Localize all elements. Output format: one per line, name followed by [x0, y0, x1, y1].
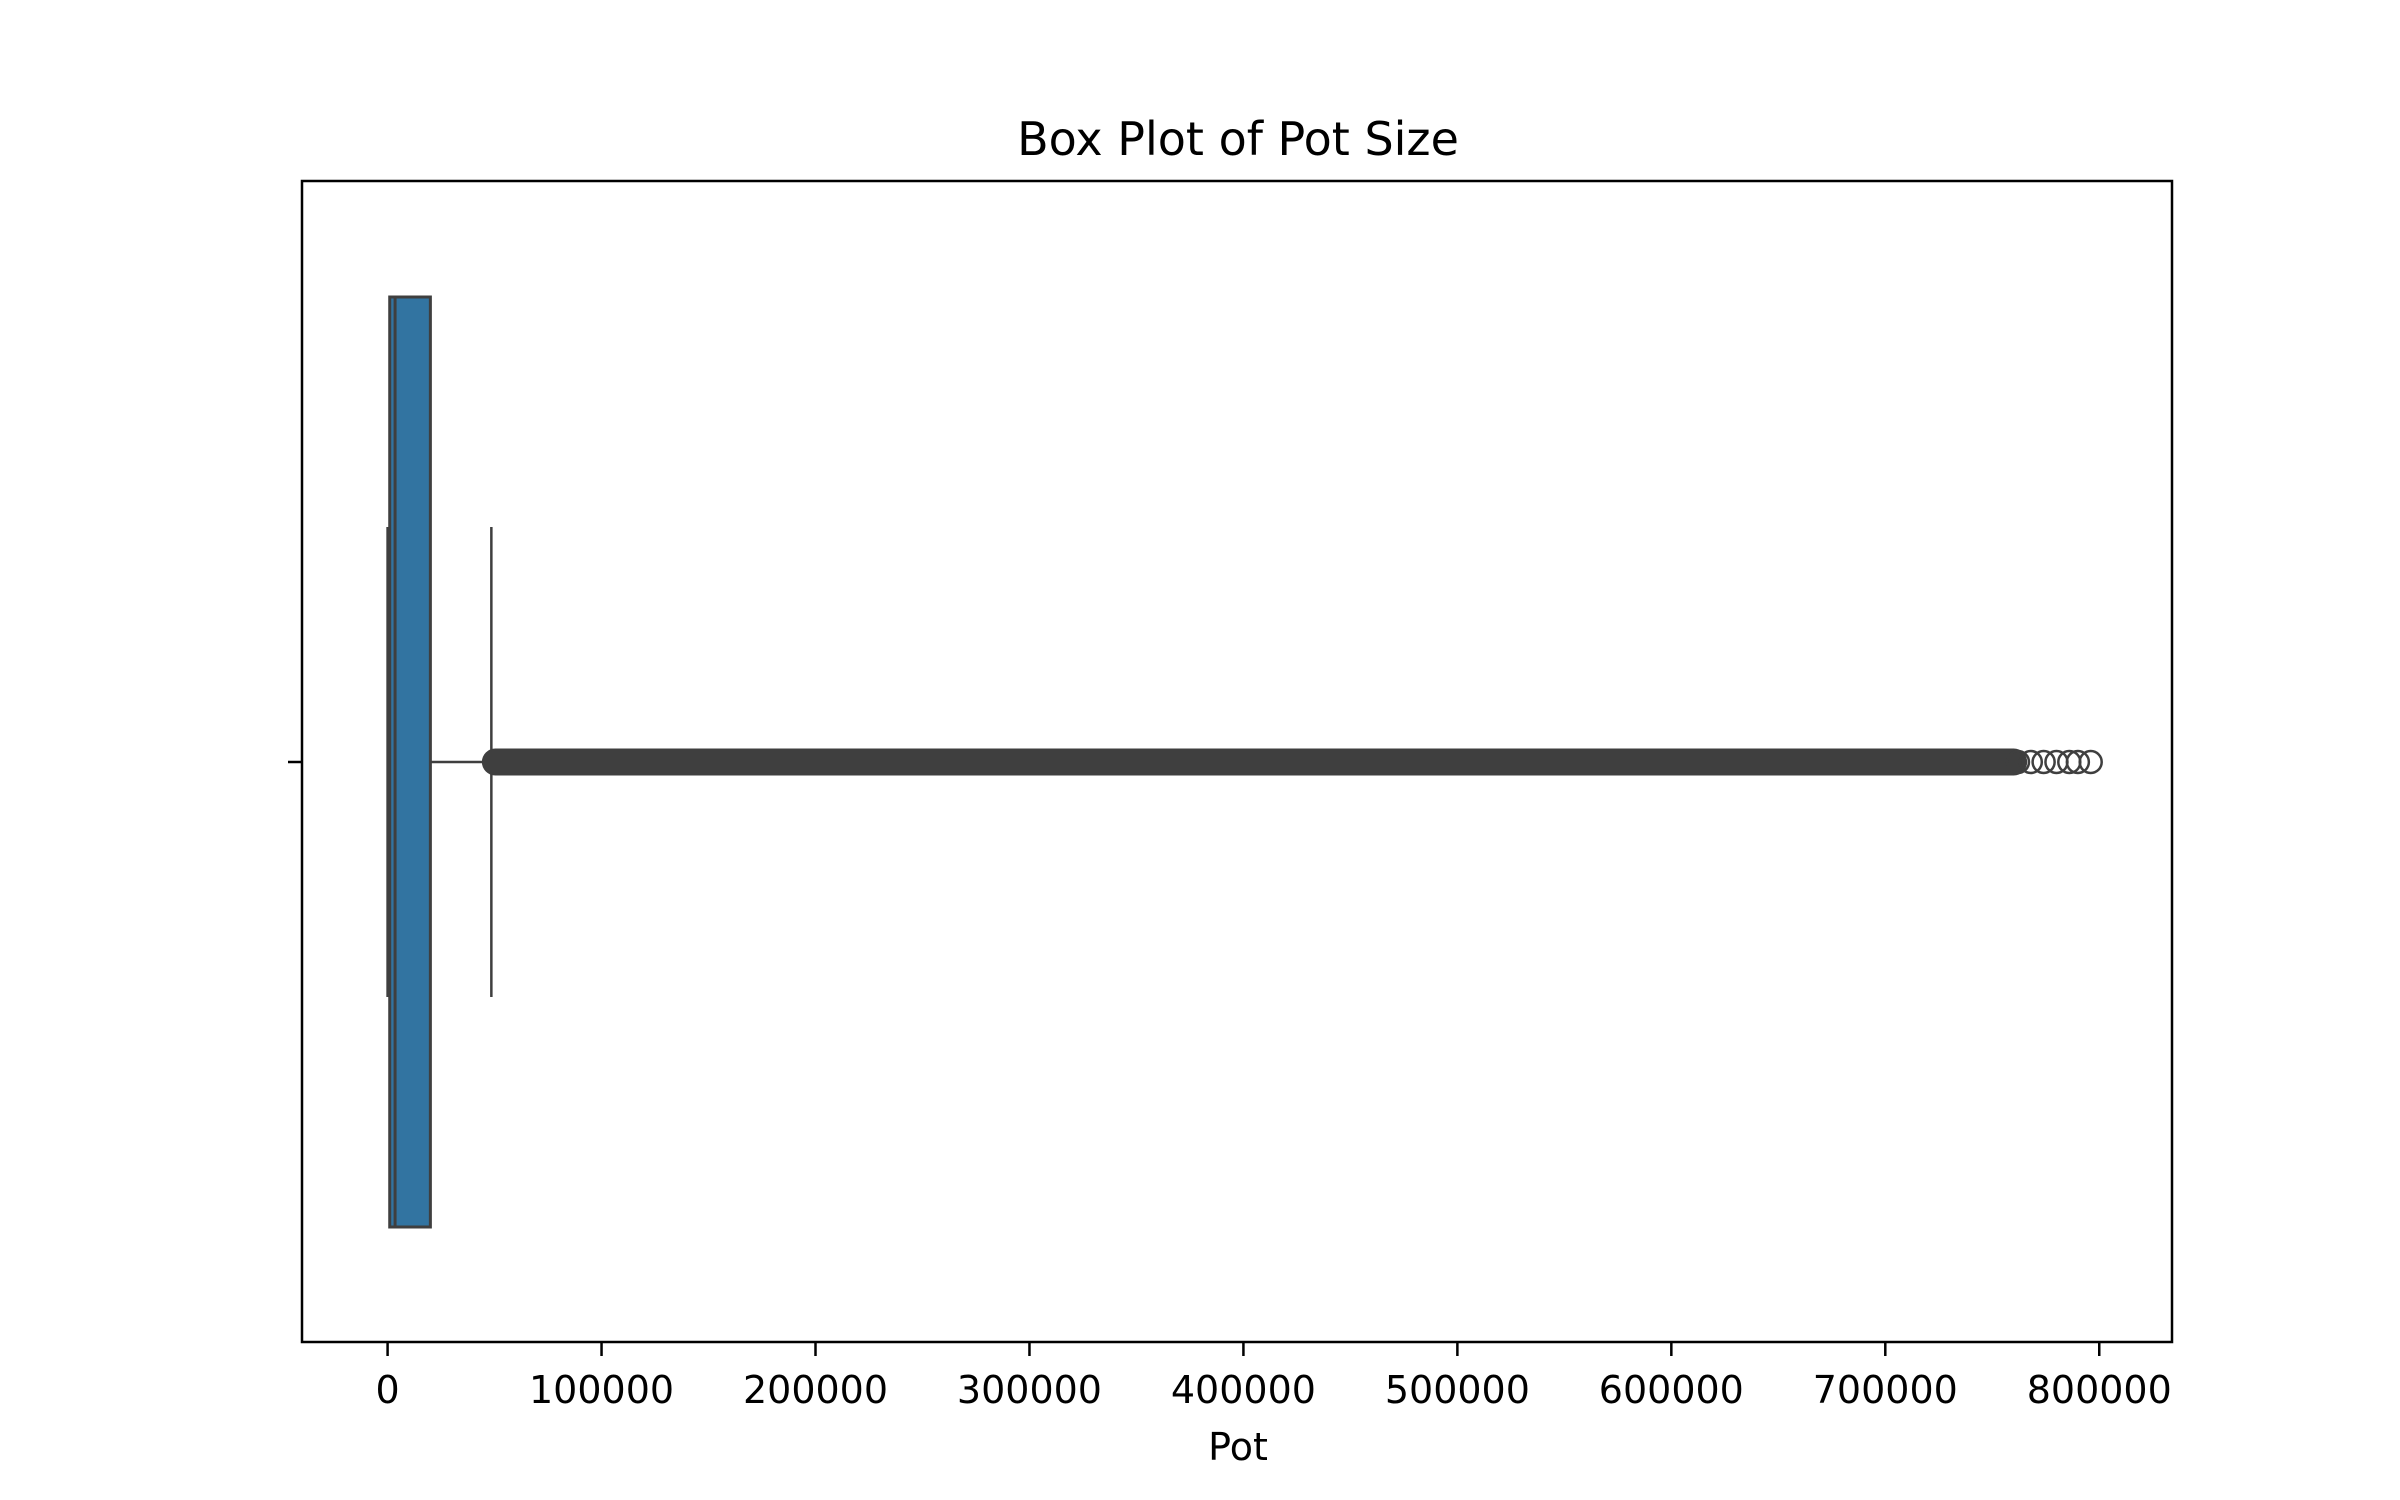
x-tick-label: 400000 [1171, 1368, 1316, 1412]
x-tick-label: 200000 [743, 1368, 888, 1412]
chart-title: Box Plot of Pot Size [1017, 112, 1459, 166]
x-tick-label: 600000 [1599, 1368, 1744, 1412]
x-tick-label: 500000 [1385, 1368, 1530, 1412]
outlier-point [2005, 749, 2031, 775]
x-axis-ticks: 0 100000 200000 300000 400000 500000 600000 700… [375, 1342, 2172, 1412]
plot-area [386, 295, 2103, 1229]
outlier-point [2031, 749, 2056, 775]
outlier-point [2018, 749, 2044, 775]
x-tick-label: 700000 [1813, 1368, 1958, 1412]
outlier-point [2044, 749, 2069, 775]
x-tick-label: 100000 [529, 1368, 674, 1412]
outlier-point [2078, 749, 2103, 775]
x-axis-label: Pot [1208, 1425, 1268, 1469]
x-tick-label: 0 [375, 1368, 399, 1412]
outlier-point [2065, 749, 2091, 775]
x-tick-label: 800000 [2027, 1368, 2172, 1412]
x-tick-label: 300000 [957, 1368, 1102, 1412]
